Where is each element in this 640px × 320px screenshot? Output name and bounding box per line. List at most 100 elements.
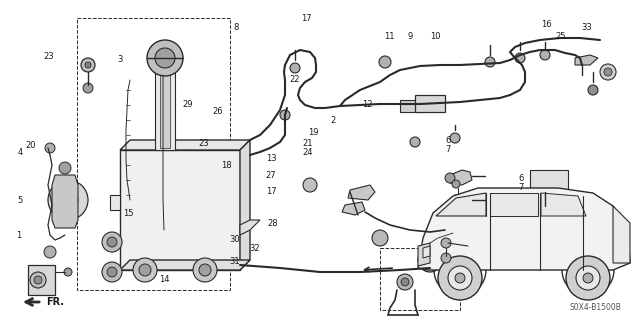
Text: 15: 15 [124, 209, 134, 218]
Polygon shape [450, 170, 472, 185]
Polygon shape [120, 150, 240, 270]
Polygon shape [342, 202, 365, 215]
Circle shape [600, 64, 616, 80]
Circle shape [147, 40, 183, 76]
Text: 17: 17 [266, 187, 276, 196]
Polygon shape [418, 188, 630, 270]
Circle shape [85, 62, 91, 68]
Circle shape [45, 143, 55, 153]
Circle shape [548, 198, 562, 212]
Circle shape [102, 262, 122, 282]
Text: 30: 30 [229, 235, 240, 244]
Circle shape [566, 256, 610, 300]
Circle shape [515, 53, 525, 63]
Circle shape [155, 48, 175, 68]
Polygon shape [530, 228, 565, 248]
Text: 21: 21 [302, 139, 312, 148]
Text: 22: 22 [289, 75, 300, 84]
Circle shape [604, 68, 612, 76]
Polygon shape [423, 246, 430, 258]
Circle shape [107, 237, 117, 247]
Circle shape [410, 137, 420, 147]
Circle shape [544, 252, 556, 264]
Circle shape [418, 248, 442, 272]
Text: 29: 29 [182, 100, 193, 108]
Text: 12: 12 [362, 100, 372, 108]
Polygon shape [575, 55, 598, 65]
Polygon shape [490, 193, 538, 216]
Text: 11: 11 [384, 32, 394, 41]
Text: 7: 7 [445, 145, 451, 154]
Circle shape [58, 190, 78, 210]
Text: 33: 33 [581, 23, 592, 32]
Text: 6: 6 [445, 136, 451, 145]
Text: 5: 5 [17, 196, 22, 205]
Text: 23: 23 [44, 52, 54, 60]
Circle shape [48, 180, 88, 220]
Circle shape [533, 248, 547, 262]
Polygon shape [240, 140, 250, 270]
Text: 4: 4 [17, 148, 22, 156]
Text: 1: 1 [16, 231, 21, 240]
Text: 28: 28 [268, 219, 278, 228]
Polygon shape [155, 60, 175, 150]
Polygon shape [613, 206, 630, 263]
Circle shape [81, 58, 95, 72]
Polygon shape [240, 220, 260, 235]
Circle shape [539, 194, 551, 206]
Polygon shape [120, 260, 250, 270]
Circle shape [424, 254, 436, 266]
Circle shape [34, 276, 42, 284]
Circle shape [445, 173, 455, 183]
Text: 10: 10 [430, 32, 440, 41]
Circle shape [30, 272, 46, 288]
Text: 32: 32 [250, 244, 260, 253]
Polygon shape [541, 193, 586, 216]
Circle shape [59, 162, 71, 174]
Circle shape [448, 266, 472, 290]
Polygon shape [120, 140, 250, 150]
Circle shape [379, 56, 391, 68]
Text: 13: 13 [266, 154, 276, 163]
Circle shape [401, 278, 409, 286]
Text: 19: 19 [308, 128, 319, 137]
Polygon shape [160, 70, 170, 148]
Circle shape [102, 232, 122, 252]
Text: 9: 9 [408, 32, 413, 41]
Circle shape [280, 110, 290, 120]
Circle shape [441, 253, 451, 263]
Circle shape [133, 258, 157, 282]
Text: 16: 16 [541, 20, 552, 28]
Polygon shape [530, 170, 568, 192]
Circle shape [44, 246, 56, 258]
Circle shape [450, 133, 460, 143]
Polygon shape [28, 265, 55, 295]
Text: 25: 25 [556, 32, 566, 41]
Circle shape [83, 83, 93, 93]
Text: 8: 8 [233, 23, 238, 32]
Circle shape [372, 230, 388, 246]
Circle shape [455, 273, 465, 283]
Polygon shape [418, 243, 430, 266]
Text: 3: 3 [117, 55, 122, 64]
Circle shape [199, 264, 211, 276]
Text: 31: 31 [229, 257, 240, 266]
Circle shape [290, 63, 300, 73]
Circle shape [588, 85, 598, 95]
Polygon shape [415, 95, 445, 112]
Circle shape [303, 178, 317, 192]
Circle shape [540, 50, 550, 60]
Circle shape [583, 273, 593, 283]
Text: FR.: FR. [46, 297, 64, 307]
Text: 6: 6 [518, 174, 524, 183]
Text: 18: 18 [221, 161, 232, 170]
Text: S0X4-B1500B: S0X4-B1500B [570, 303, 622, 313]
Circle shape [64, 268, 72, 276]
Text: 24: 24 [302, 148, 312, 157]
Circle shape [441, 238, 451, 248]
Circle shape [576, 266, 600, 290]
Text: 17: 17 [301, 14, 312, 23]
Text: 26: 26 [212, 107, 223, 116]
Polygon shape [52, 175, 78, 228]
Text: 14: 14 [159, 276, 169, 284]
